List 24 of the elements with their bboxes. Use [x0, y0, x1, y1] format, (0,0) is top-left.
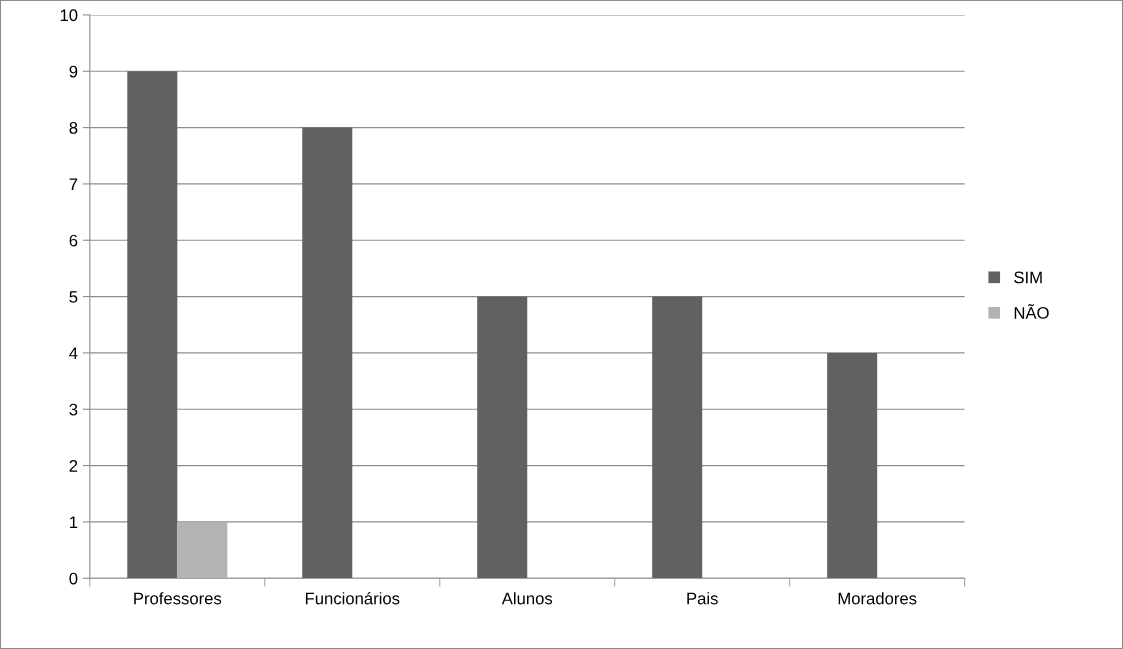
y-tick-label: 2 [69, 459, 78, 472]
y-tick-label: 5 [69, 291, 78, 303]
bar [652, 296, 703, 579]
y-tick-label: 7 [69, 178, 78, 190]
x-tick-label: Funcionários [305, 591, 400, 605]
y-tick-label: 9 [69, 65, 78, 78]
x-tick-label: Moradores [838, 592, 917, 605]
x-tick-label: Alunos [501, 592, 553, 605]
bar [127, 71, 178, 579]
y-tick-label: 1 [70, 516, 78, 528]
y-tick-label: 10 [60, 9, 78, 22]
y-tick-label: 0 [69, 572, 78, 585]
bar [827, 352, 878, 579]
x-tick-label: Pais [687, 592, 718, 605]
legend-label: NÃO [1014, 304, 1049, 319]
x-tick-label: Professores [134, 592, 222, 605]
y-tick-label: 8 [69, 121, 78, 134]
y-tick-label: 6 [69, 234, 78, 247]
y-tick-label: 4 [69, 347, 78, 359]
bar [302, 127, 353, 579]
bar [177, 521, 228, 579]
bar [477, 296, 528, 579]
y-tick-label: 3 [69, 403, 78, 416]
legend-label: SIM [1014, 271, 1042, 284]
